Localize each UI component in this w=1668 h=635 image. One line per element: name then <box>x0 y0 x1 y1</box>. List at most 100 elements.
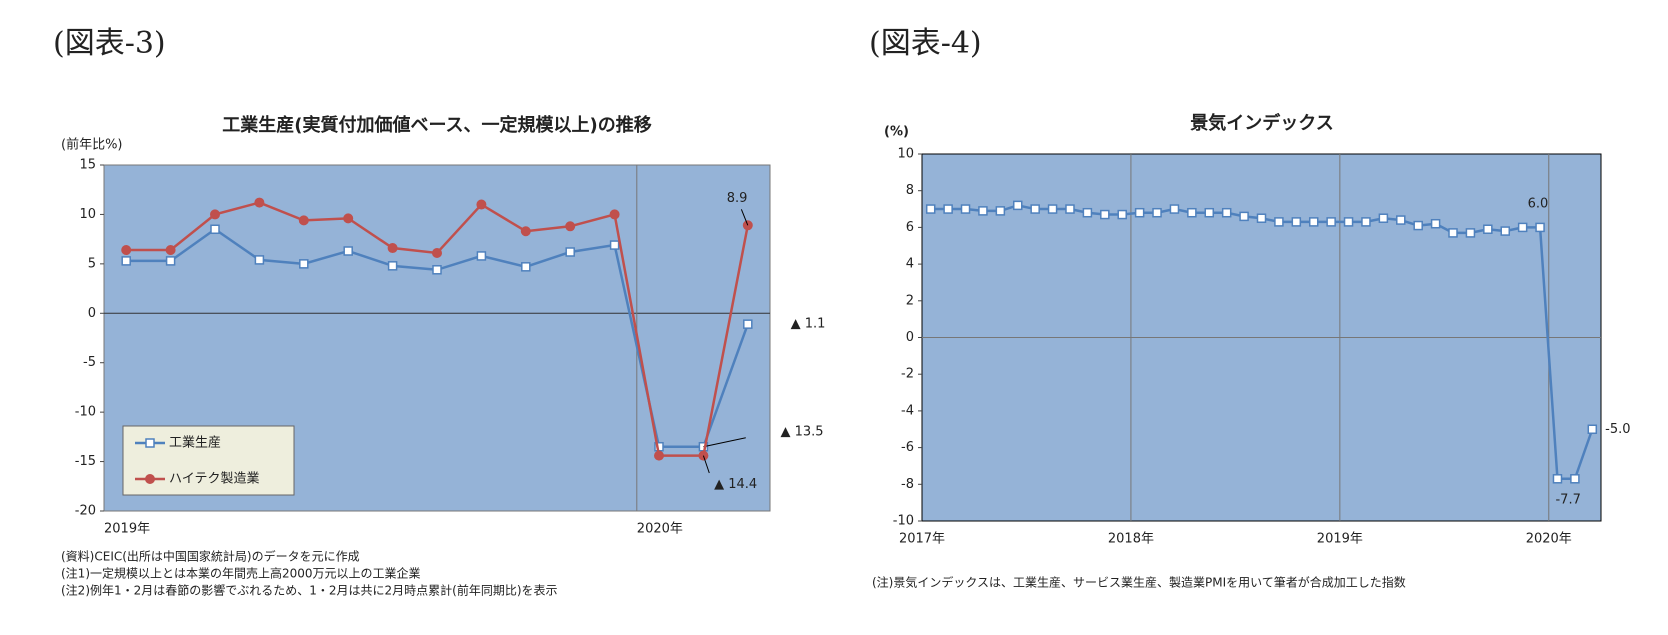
value-label: -5.0 <box>1605 422 1630 437</box>
leader-line <box>702 455 710 474</box>
y-tick-label: 5 <box>88 256 96 271</box>
y-tick-label: 10 <box>897 147 914 162</box>
point <box>1343 217 1354 227</box>
value-label: 6.0 <box>1528 196 1549 211</box>
point <box>1291 217 1302 227</box>
footnote: (資料)CEIC(出所は中国国家統計局)のデータを元に作成 <box>61 549 360 564</box>
point <box>995 206 1006 216</box>
value-label: -7.7 <box>1555 493 1580 508</box>
x-tick-label: 2017年 <box>899 532 945 547</box>
point <box>165 256 176 266</box>
y-tick-label: 2 <box>906 293 914 308</box>
legend-label: 工業生産 <box>169 435 221 451</box>
value-label: ▲ 14.4 <box>714 477 757 492</box>
point <box>121 245 132 256</box>
x-tick-label: 2020年 <box>1526 532 1572 547</box>
y-tick-label: -20 <box>75 504 96 519</box>
point <box>1587 424 1598 434</box>
y-tick-label: 8 <box>906 183 914 198</box>
y-tick-label: -5 <box>83 355 96 370</box>
point <box>298 215 309 226</box>
point <box>943 204 953 214</box>
figure-label: (図表-3) <box>53 26 166 61</box>
point <box>299 259 309 269</box>
point <box>210 224 220 235</box>
chart-title: 工業生産(実質付加価値ベース、一定規模以上)の推移 <box>222 114 652 136</box>
point <box>609 240 620 250</box>
point <box>925 204 936 214</box>
point <box>387 243 398 254</box>
y-tick-label: -6 <box>901 440 914 455</box>
point <box>1430 218 1441 229</box>
footnote: (注1)一定規模以上とは本業の年間売上高2000万元以上の工業企業 <box>61 566 421 581</box>
x-tick-label: 2019年 <box>104 522 150 537</box>
point <box>1047 204 1058 214</box>
point <box>121 256 131 266</box>
point <box>1535 222 1545 233</box>
point <box>1552 474 1563 484</box>
value-label: ▲ 1.1 <box>791 317 826 332</box>
point <box>476 251 487 261</box>
point <box>1030 204 1040 214</box>
y-tick-label: 0 <box>906 330 914 345</box>
y-tick-label: -4 <box>901 403 914 418</box>
point <box>1187 207 1197 218</box>
point <box>1082 207 1093 218</box>
point <box>1378 213 1389 223</box>
footnote: (注)景気インデックスは、工業生産、サービス業生産、製造業PMIを用いて筆者が合… <box>872 575 1406 590</box>
point <box>1483 224 1493 234</box>
point <box>1465 228 1476 238</box>
point <box>1274 217 1284 227</box>
point <box>1413 220 1423 231</box>
point <box>476 199 487 210</box>
point <box>520 226 531 237</box>
x-tick-label: 2018年 <box>1108 532 1154 547</box>
point <box>343 246 353 256</box>
point <box>145 438 155 448</box>
point <box>1100 209 1110 220</box>
point <box>1013 200 1023 211</box>
point <box>1152 207 1162 218</box>
point <box>1396 215 1406 225</box>
y-tick-label: -8 <box>901 477 914 492</box>
y-tick-label: 4 <box>906 257 914 272</box>
y-tick-label: 15 <box>79 158 96 173</box>
point <box>1326 217 1336 227</box>
point <box>387 261 398 271</box>
point <box>343 213 354 224</box>
footnote: (注2)例年1・2月は春節の影響でぶれるため、1・2月は共に2月時点累計(前年同… <box>61 583 558 598</box>
y-tick-label: 10 <box>79 207 96 222</box>
point <box>743 319 753 329</box>
y-axis-label: (%) <box>884 125 909 140</box>
x-tick-label: 2020年 <box>637 522 683 537</box>
point <box>254 197 265 208</box>
point <box>960 204 971 214</box>
point <box>254 255 265 265</box>
point <box>432 265 442 275</box>
point <box>1169 204 1180 214</box>
leader-line <box>740 209 749 226</box>
point <box>978 206 988 216</box>
value-label: ▲ 13.5 <box>780 424 823 439</box>
point <box>609 209 620 220</box>
point <box>1448 228 1458 238</box>
x-tick-label: 2019年 <box>1317 532 1363 547</box>
point <box>1256 213 1267 223</box>
point <box>1221 207 1232 218</box>
point <box>1517 222 1528 233</box>
point <box>432 247 442 258</box>
point <box>565 247 575 257</box>
point <box>1134 207 1145 218</box>
value-label: 8.9 <box>727 191 748 206</box>
y-tick-label: -2 <box>901 367 914 382</box>
y-tick-label: -10 <box>893 514 914 529</box>
point <box>654 450 664 461</box>
point <box>210 209 220 220</box>
y-axis-label: (前年比%) <box>61 137 123 153</box>
leader-line <box>703 437 746 448</box>
point <box>1308 217 1319 227</box>
point <box>1570 474 1580 484</box>
point <box>1204 207 1215 218</box>
point <box>1239 211 1249 222</box>
